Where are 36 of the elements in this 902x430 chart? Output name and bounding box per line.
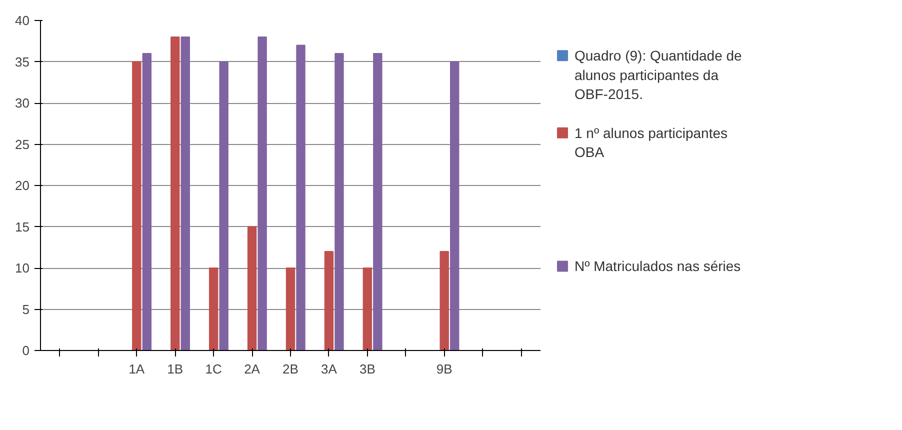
x-tick-label: 1B [167,362,184,376]
y-tick-label: 40 [15,13,30,28]
legend-label: Quadro (9): Quantidade de alunos participantes da OBF-2015. [574,48,742,102]
bar [440,251,449,350]
y-tick-label: 20 [15,178,30,193]
bar [334,53,344,350]
y-tick-label: 30 [15,96,30,110]
bar [450,61,460,350]
bar [258,36,267,350]
bar [324,251,334,350]
x-tick-label: 1C [205,362,222,376]
y-tick-label: 35 [15,54,30,70]
bar [362,268,372,350]
bar [247,226,257,350]
y-tick-label: 10 [15,260,30,276]
bar [219,61,228,350]
bar [286,268,296,350]
bar [208,268,218,350]
y-tick-label: 0 [22,343,30,358]
bar [373,53,382,350]
legend-label: Nº Matriculados nas séries [574,258,741,274]
y-tick-label: 5 [22,302,30,317]
bar [170,36,180,350]
x-tick-label: 1A [128,362,145,376]
x-tick-label: 9B [436,362,452,376]
bar [132,61,142,350]
bar [180,36,190,350]
x-tick-label: 2B [282,362,298,376]
x-tick-label: 3B [359,362,376,376]
legend-label: 1 nº alunos participantes OBA [574,124,728,160]
x-tick-label: 3A [321,362,338,376]
y-tick-label: 25 [15,136,30,152]
y-tick-label: 15 [15,219,30,234]
x-tick-label: 2A [244,362,260,376]
bar [142,53,152,350]
bar [296,44,306,350]
